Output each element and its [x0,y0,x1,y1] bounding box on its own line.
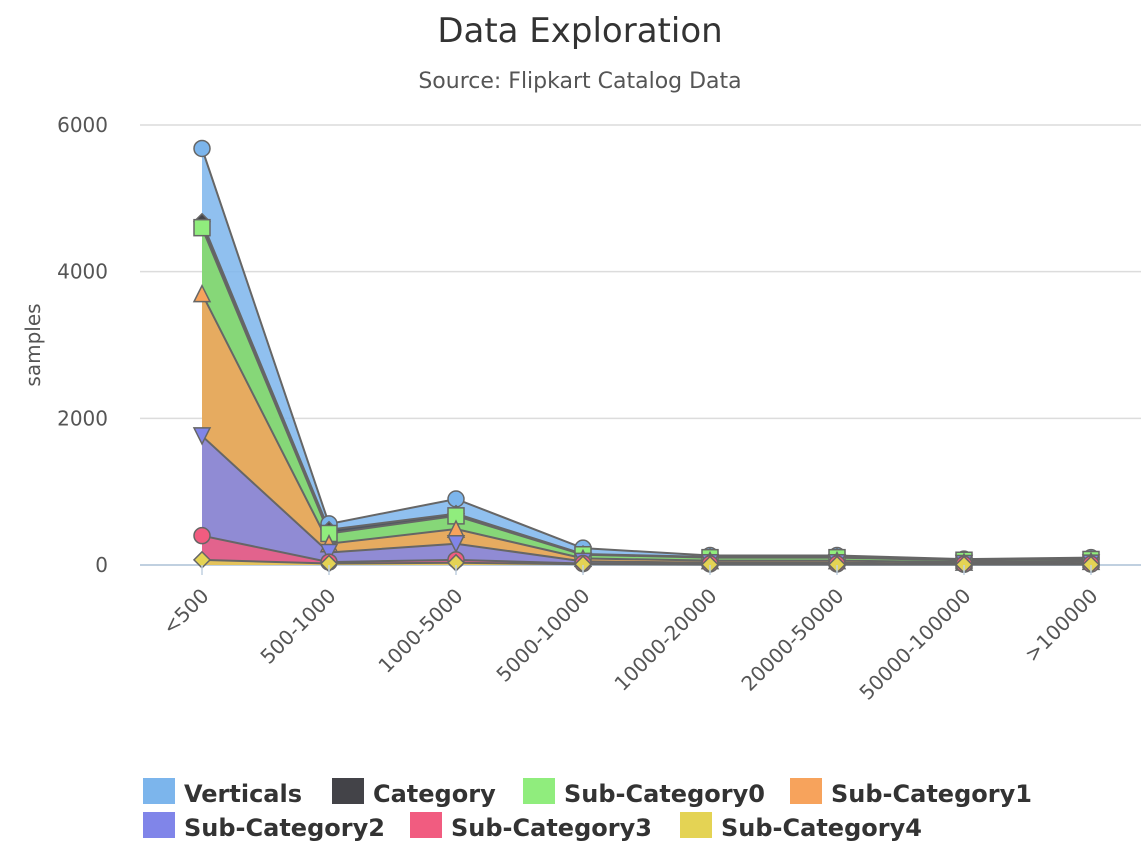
legend-swatch[interactable] [680,812,712,838]
line-verticals [201,148,1092,561]
line-sub-category1 [201,293,1092,564]
legend-label[interactable]: Sub-Category0 [564,780,765,808]
y-tick-label: 4000 [57,260,108,284]
chart-subtitle: Source: Flipkart Catalog Data [418,69,741,94]
x-tick-label: <500 [158,584,214,640]
legend-swatch[interactable] [143,778,175,804]
data-point-verticals[interactable] [447,490,465,508]
x-tick-label: >100000 [1020,584,1103,667]
area-series-group [201,148,1092,566]
y-tick-label: 2000 [57,406,108,430]
marker-group [192,139,1101,574]
line-category [201,221,1092,561]
area-sub-category0 [202,227,1091,565]
line-sub-category4 [201,558,1091,566]
data-point-sub-category2[interactable] [192,427,212,446]
x-tick-label: 10000-20000 [609,584,721,696]
data-point-verticals[interactable] [193,139,211,158]
legend-swatch[interactable] [410,812,442,838]
y-tick-label: 6000 [57,113,108,137]
legend-label[interactable]: Sub-Category1 [831,780,1032,808]
line-sub-category0 [201,227,1092,562]
x-tick-label: 20000-50000 [736,584,848,696]
legend-swatch[interactable] [790,778,822,804]
y-tick-label: 0 [95,553,108,577]
data-point-sub-category1[interactable] [192,283,212,303]
y-axis-ticks: 0 2000 4000 6000 [57,113,108,577]
legend: Verticals Category Sub-Category0 Sub-Catego… [143,778,1032,842]
x-tick-label: 500-1000 [255,584,340,669]
x-tick-label: 5000-10000 [491,584,594,687]
x-axis-ticks: <500 500-1000 1000-5000 5000-10000 10000-200… [158,565,1103,705]
legend-label[interactable]: Sub-Category4 [721,814,922,842]
legend-swatch[interactable] [143,812,175,838]
legend-label[interactable]: Verticals [184,780,302,808]
data-point-sub-category2[interactable] [446,534,466,554]
legend-swatch[interactable] [332,778,364,804]
legend-label[interactable]: Sub-Category2 [184,814,385,842]
data-point-sub-category2[interactable] [319,543,339,563]
x-tick-label: 1000-5000 [373,584,467,678]
data-point-sub-category0[interactable] [193,218,211,237]
x-tick-label: 50000-100000 [854,584,975,705]
legend-swatch[interactable] [523,778,555,804]
chart-title: Data Exploration [437,11,722,51]
y-axis-label: samples [21,303,45,386]
area-category [202,221,1091,566]
data-point-sub-category3[interactable] [193,526,211,545]
legend-label[interactable]: Category [373,780,496,808]
area-sub-category2 [202,435,1091,565]
legend-label[interactable]: Sub-Category3 [451,814,652,842]
area-verticals [202,148,1091,565]
